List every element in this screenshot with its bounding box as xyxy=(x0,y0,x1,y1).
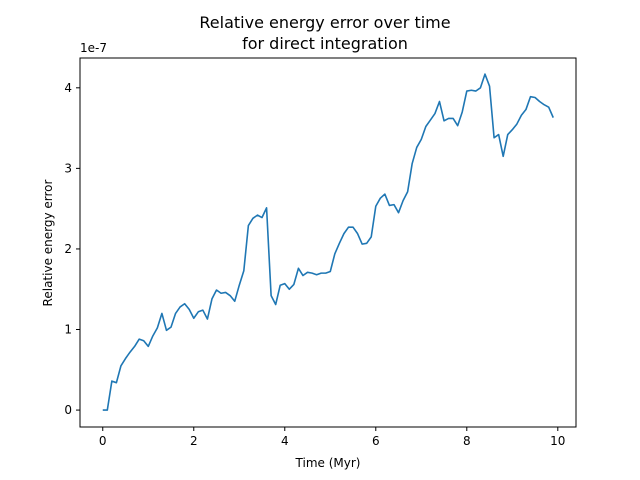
x-tick-label: 0 xyxy=(99,434,107,448)
chart-title-line-2: for direct integration xyxy=(242,34,408,53)
plot-area xyxy=(102,73,554,411)
y-tick-label: 0 xyxy=(64,403,72,417)
y-tick-label: 3 xyxy=(64,161,72,175)
y-axis: 0 1 2 3 4 xyxy=(64,81,80,417)
y-tick-label: 2 xyxy=(64,242,72,256)
y-tick-label: 4 xyxy=(64,81,72,95)
x-tick-label: 4 xyxy=(281,434,289,448)
x-tick-label: 6 xyxy=(372,434,380,448)
x-tick-label: 10 xyxy=(550,434,565,448)
y-offset-text: 1e-7 xyxy=(80,41,107,55)
x-axis-label: Time (Myr) xyxy=(295,456,361,470)
y-axis-label: Relative energy error xyxy=(41,179,55,306)
series-line-0 xyxy=(102,73,554,411)
x-axis: 0 2 4 6 8 10 xyxy=(99,427,565,448)
x-tick-label: 8 xyxy=(463,434,471,448)
chart-title-line-1: Relative energy error over time xyxy=(199,13,450,32)
axes-frame xyxy=(79,57,577,428)
y-tick-label: 1 xyxy=(64,323,72,337)
x-tick-label: 2 xyxy=(190,434,198,448)
